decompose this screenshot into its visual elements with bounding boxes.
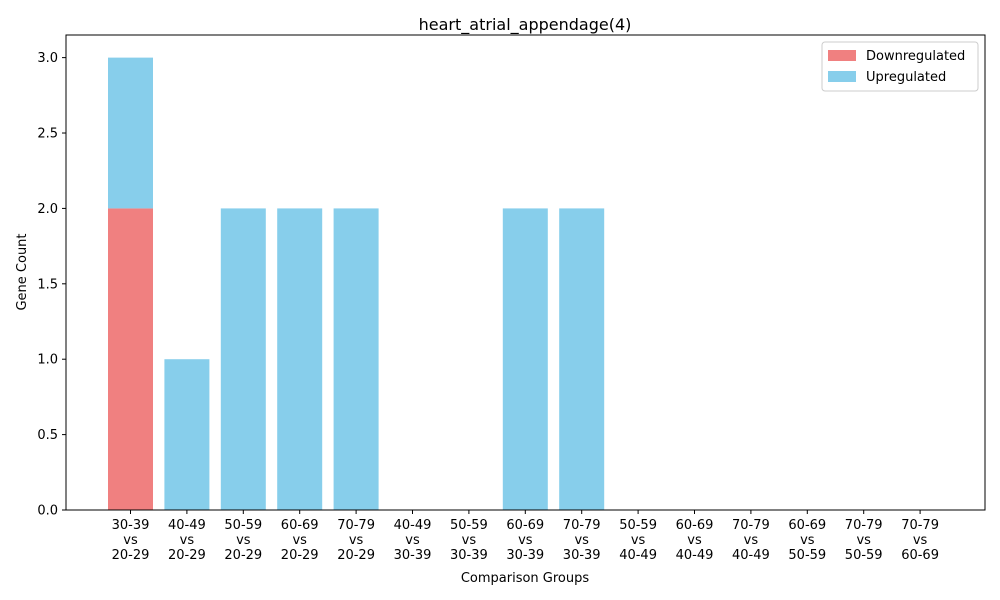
y-axis: 0.0 0.5 1.0 1.5 2.0 2.5 3.0 <box>37 51 66 519</box>
x-tick-label: vs <box>913 533 928 548</box>
y-tick-label: 3.0 <box>37 51 58 66</box>
x-tick-label: vs <box>518 533 533 548</box>
x-tick-label: 50-59 <box>619 518 657 533</box>
x-tick-label: 30-39 <box>563 548 601 563</box>
x-tick-label: vs <box>462 533 477 548</box>
legend-label-upregulated: Upregulated <box>866 70 946 85</box>
x-tick-label: 50-59 <box>450 518 488 533</box>
x-tick-label: 20-29 <box>224 548 262 563</box>
x-tick-label: 50-59 <box>845 548 883 563</box>
bar-downregulated-0 <box>108 208 153 510</box>
y-tick-label: 0.0 <box>37 504 58 519</box>
y-tick-label: 2.5 <box>37 127 58 142</box>
x-tick-label: 70-79 <box>732 518 770 533</box>
x-tick-label: 30-39 <box>112 518 150 533</box>
bar-upregulated-8 <box>559 208 605 510</box>
x-tick-label: vs <box>574 533 589 548</box>
x-tick-label: 70-79 <box>901 518 939 533</box>
legend-swatch-downregulated <box>828 50 856 61</box>
y-tick-label: 1.5 <box>37 277 58 292</box>
bar-upregulated-4 <box>333 208 379 510</box>
x-tick-label: vs <box>405 533 420 548</box>
x-tick-label: 40-49 <box>394 518 432 533</box>
legend-label-downregulated: Downregulated <box>866 49 965 64</box>
x-tick-label: 60-69 <box>788 518 826 533</box>
x-tick-label: vs <box>180 533 195 548</box>
x-tick-label: vs <box>800 533 815 548</box>
legend: Downregulated Upregulated <box>821 41 979 92</box>
bar-upregulated-1 <box>164 359 210 510</box>
x-tick-label: 60-69 <box>676 518 714 533</box>
y-tick-label: 2.0 <box>37 202 58 217</box>
x-tick-label: vs <box>292 533 307 548</box>
x-tick-label: vs <box>687 533 702 548</box>
x-tick-label: 20-29 <box>281 548 319 563</box>
x-tick-label: 40-49 <box>619 548 657 563</box>
x-tick-label: vs <box>856 533 871 548</box>
chart-title: heart_atrial_appendage(4) <box>419 15 632 35</box>
x-tick-label: 20-29 <box>112 548 150 563</box>
x-tick-label: 40-49 <box>168 518 206 533</box>
x-tick-label: 20-29 <box>168 548 206 563</box>
x-tick-label: 50-59 <box>224 518 262 533</box>
y-tick-label: 0.5 <box>37 428 58 443</box>
y-tick-label: 1.0 <box>37 353 58 368</box>
x-axis-label: Comparison Groups <box>461 571 590 586</box>
x-tick-label: 30-39 <box>506 548 544 563</box>
bars-layer <box>108 57 605 510</box>
bar-upregulated-3 <box>277 208 323 510</box>
bar-upregulated-2 <box>220 208 266 510</box>
x-tick-label: vs <box>236 533 251 548</box>
x-tick-label: 20-29 <box>337 548 375 563</box>
x-tick-label: 70-79 <box>845 518 883 533</box>
x-tick-label: 30-39 <box>394 548 432 563</box>
x-tick-label: 40-49 <box>676 548 714 563</box>
x-tick-label: vs <box>349 533 364 548</box>
x-tick-label: vs <box>744 533 759 548</box>
x-tick-label: 70-79 <box>563 518 601 533</box>
x-tick-label: 40-49 <box>732 548 770 563</box>
x-tick-label: 30-39 <box>450 548 488 563</box>
x-tick-label: vs <box>123 533 138 548</box>
bar-upregulated-7 <box>502 208 548 510</box>
x-tick-label: vs <box>631 533 646 548</box>
legend-swatch-upregulated <box>828 71 856 82</box>
x-tick-label: 60-69 <box>901 548 939 563</box>
x-tick-label: 60-69 <box>506 518 544 533</box>
bar-upregulated-0 <box>108 57 153 209</box>
x-tick-label: 50-59 <box>788 548 826 563</box>
x-tick-label: 60-69 <box>281 518 319 533</box>
legend-frame <box>821 41 979 92</box>
y-axis-label: Gene Count <box>15 233 30 310</box>
x-axis: 30-39vs20-2940-49vs20-2950-59vs20-2960-6… <box>112 510 939 563</box>
x-tick-label: 70-79 <box>337 518 375 533</box>
